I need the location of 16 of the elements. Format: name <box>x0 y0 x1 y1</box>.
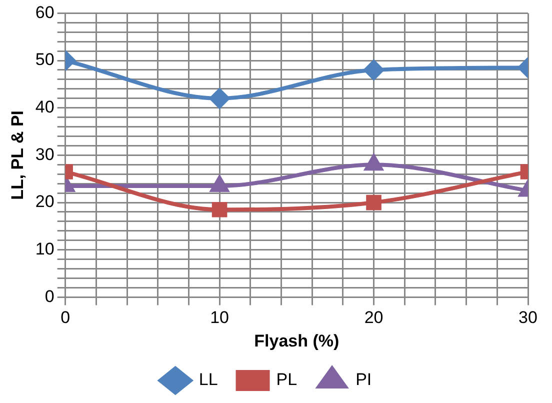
legend-label: PL <box>276 370 298 390</box>
y-tick-label: 20 <box>35 192 54 212</box>
x-tick-label: 30 <box>518 308 538 328</box>
y-tick-label: 60 <box>35 2 54 22</box>
x-tick-label: 20 <box>364 308 384 328</box>
legend-label: LL <box>198 370 218 390</box>
y-tick-label: 40 <box>35 98 54 117</box>
y-tick-label: 0 <box>44 286 54 306</box>
y-tick-label: 30 <box>35 144 54 164</box>
x-axis-title: Flyash (%) <box>254 331 340 350</box>
legend-label: PI <box>356 370 372 390</box>
x-tick-label: 0 <box>60 308 70 328</box>
x-tick-label: 10 <box>210 308 229 328</box>
y-tick-label: 50 <box>35 50 54 70</box>
y-axis-title: LL, PL & PI <box>8 110 27 200</box>
y-tick-label: 10 <box>35 240 54 259</box>
